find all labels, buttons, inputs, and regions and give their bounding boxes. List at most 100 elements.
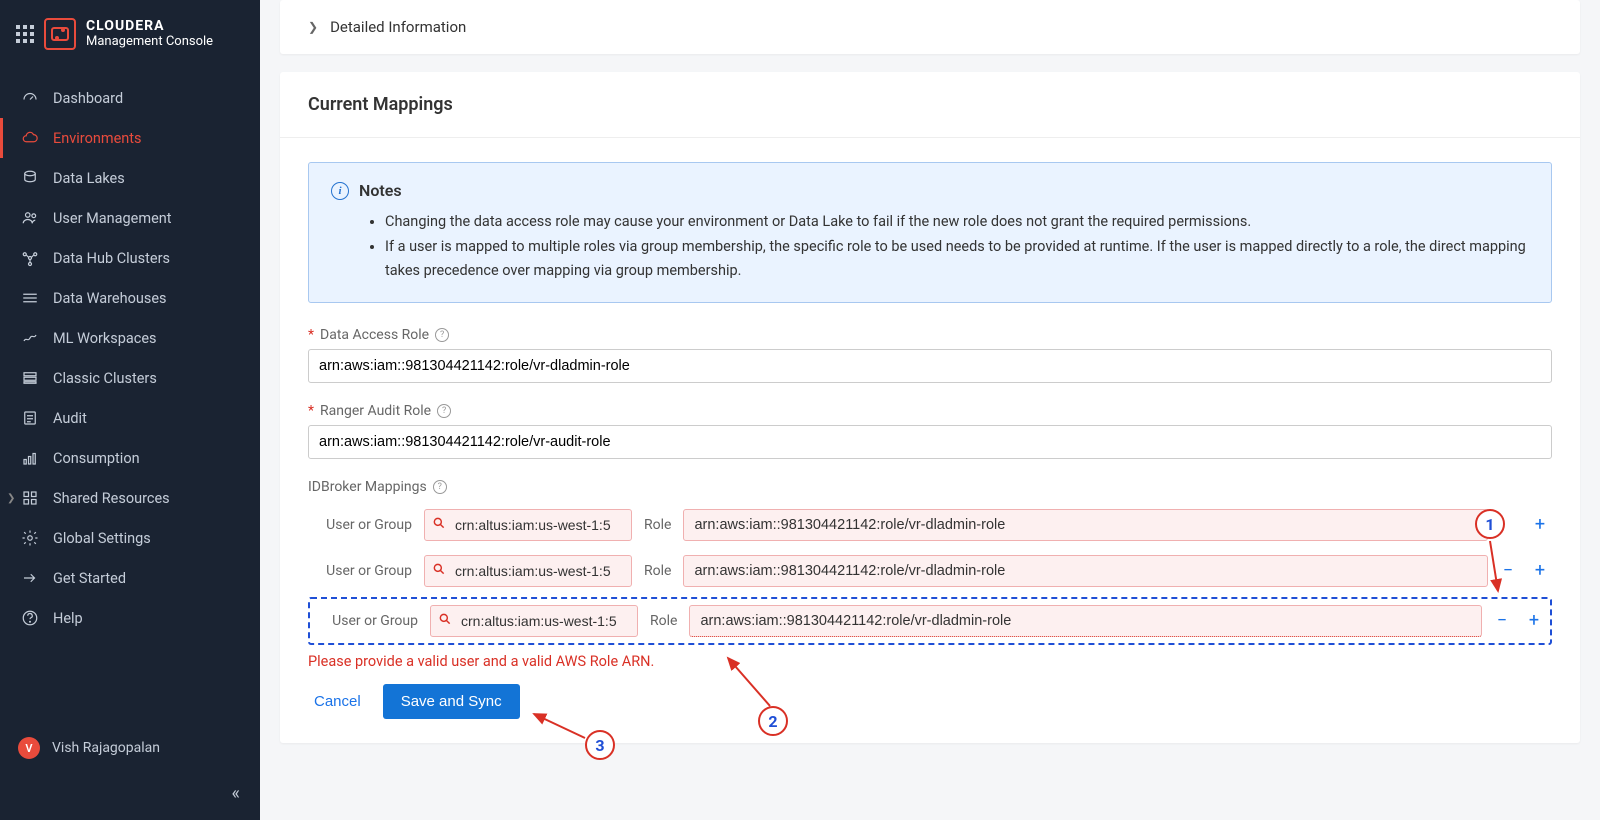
callout-2: 2 (758, 706, 788, 736)
warehouse-icon (21, 289, 39, 307)
help-icon[interactable]: ? (435, 328, 449, 342)
sidebar-item-environments[interactable]: Environments (0, 118, 260, 158)
form-actions: Cancel Save and Sync (308, 684, 1552, 719)
sidebar-item-label: Get Started (53, 570, 126, 587)
cancel-button[interactable]: Cancel (308, 685, 367, 718)
users-icon (21, 209, 39, 227)
detailed-info-card: ❯ Detailed Information (280, 0, 1580, 54)
sidebar-item-get-started[interactable]: Get Started (0, 558, 260, 598)
role-arn-input[interactable] (683, 555, 1488, 587)
arrow-icon (21, 569, 39, 587)
chevron-right-icon: ❯ (7, 493, 15, 504)
user-or-group-label: User or Group (314, 613, 422, 629)
brand-bottom: Management Console (86, 35, 213, 49)
info-icon: i (331, 182, 349, 200)
apps-grid-icon[interactable] (16, 25, 34, 43)
sidebar-item-classic-clusters[interactable]: Classic Clusters (0, 358, 260, 398)
sidebar-item-data-hub-clusters[interactable]: Data Hub Clusters (0, 238, 260, 278)
sidebar-item-dashboard[interactable]: Dashboard (0, 78, 260, 118)
idbroker-label: IDBroker Mappings ? (308, 479, 1552, 495)
sidebar-item-label: ML Workspaces (53, 330, 157, 347)
sidebar-item-label: Environments (53, 130, 142, 147)
section-title: Current Mappings (280, 72, 1580, 138)
remove-row-button[interactable]: − (1496, 610, 1508, 631)
required-marker: * (308, 403, 314, 419)
role-arn-input[interactable] (683, 509, 1488, 541)
add-row-button[interactable]: + (1534, 514, 1546, 535)
gear-icon (21, 529, 39, 547)
callout-3: 3 (585, 730, 615, 760)
sidebar-item-label: Audit (53, 410, 87, 427)
help-icon (21, 609, 39, 627)
user-group-search (424, 509, 632, 541)
sidebar-item-shared-resources[interactable]: ❯Shared Resources (0, 478, 260, 518)
note-item: Changing the data access role may cause … (385, 210, 1529, 235)
current-mappings-card: Current Mappings i Notes Changing the da… (280, 72, 1580, 743)
collapse-sidebar-button[interactable]: « (0, 773, 260, 820)
sidebar-item-label: Data Lakes (53, 170, 125, 187)
sidebar-header: CLOUDERA Management Console (0, 0, 260, 68)
user-group-input[interactable] (424, 509, 632, 541)
sidebar-item-consumption[interactable]: Consumption (0, 438, 260, 478)
sidebar-item-audit[interactable]: Audit (0, 398, 260, 438)
consumption-icon (21, 449, 39, 467)
hub-icon (21, 249, 39, 267)
user-group-search (424, 555, 632, 587)
detailed-info-title: Detailed Information (330, 18, 466, 36)
sidebar: CLOUDERA Management Console Dashboard Env… (0, 0, 260, 820)
note-item: If a user is mapped to multiple roles vi… (385, 235, 1529, 284)
classic-icon (21, 369, 39, 387)
error-message: Please provide a valid user and a valid … (308, 653, 1552, 670)
user-group-input[interactable] (424, 555, 632, 587)
notes-box: i Notes Changing the data access role ma… (308, 162, 1552, 303)
ranger-audit-role-row: * Ranger Audit Role ? (308, 403, 1552, 459)
sidebar-item-data-lakes[interactable]: Data Lakes (0, 158, 260, 198)
remove-row-button[interactable]: − (1502, 560, 1514, 581)
sidebar-item-help[interactable]: Help (0, 598, 260, 638)
ranger-label: Ranger Audit Role (320, 403, 431, 419)
chevron-right-icon: ❯ (308, 20, 318, 34)
required-marker: * (308, 327, 314, 343)
add-row-button[interactable]: + (1534, 560, 1546, 581)
save-and-sync-button[interactable]: Save and Sync (383, 684, 520, 719)
notes-title: Notes (359, 181, 402, 200)
idbroker-mapping-row: User or GroupRole−+ (308, 551, 1552, 591)
cloud-icon (21, 129, 39, 147)
detailed-info-toggle[interactable]: ❯ Detailed Information (308, 18, 1552, 36)
user-or-group-label: User or Group (308, 563, 416, 579)
role-arn-input[interactable] (689, 605, 1482, 637)
search-icon (438, 612, 452, 630)
ranger-audit-role-input[interactable] (308, 425, 1552, 459)
help-icon[interactable]: ? (437, 404, 451, 418)
row-actions: −+ (1490, 610, 1546, 631)
callout-1: 1 (1475, 509, 1505, 539)
sidebar-nav: Dashboard Environments Data Lakes User Mana… (0, 68, 260, 723)
brand-top: CLOUDERA (86, 19, 213, 34)
data-access-role-row: * Data Access Role ? (308, 327, 1552, 383)
role-label: Role (646, 613, 681, 629)
user-group-input[interactable] (430, 605, 638, 637)
user-or-group-label: User or Group (308, 517, 416, 533)
brand-text: CLOUDERA Management Console (86, 19, 213, 49)
add-row-button[interactable]: + (1528, 610, 1540, 631)
sidebar-item-label: Data Warehouses (53, 290, 167, 307)
main-content: ❯ Detailed Information Current Mappings … (260, 0, 1600, 820)
sidebar-item-user-management[interactable]: User Management (0, 198, 260, 238)
sidebar-item-label: Data Hub Clusters (53, 250, 170, 267)
user-group-search (430, 605, 638, 637)
gauge-icon (21, 89, 39, 107)
user-name: Vish Rajagopalan (52, 740, 160, 756)
data-access-role-input[interactable] (308, 349, 1552, 383)
audit-icon (21, 409, 39, 427)
search-icon (432, 562, 446, 580)
sidebar-item-global-settings[interactable]: Global Settings (0, 518, 260, 558)
help-icon[interactable]: ? (433, 480, 447, 494)
sidebar-item-label: Help (53, 610, 83, 627)
sidebar-item-ml-workspaces[interactable]: ML Workspaces (0, 318, 260, 358)
idbroker-label-text: IDBroker Mappings (308, 479, 427, 495)
sidebar-item-data-warehouses[interactable]: Data Warehouses (0, 278, 260, 318)
idbroker-mapping-row: User or Group Role −+ (308, 597, 1552, 645)
notes-list: Changing the data access role may cause … (385, 210, 1529, 284)
sidebar-user[interactable]: V Vish Rajagopalan (0, 723, 260, 773)
sidebar-item-label: Global Settings (53, 530, 151, 547)
